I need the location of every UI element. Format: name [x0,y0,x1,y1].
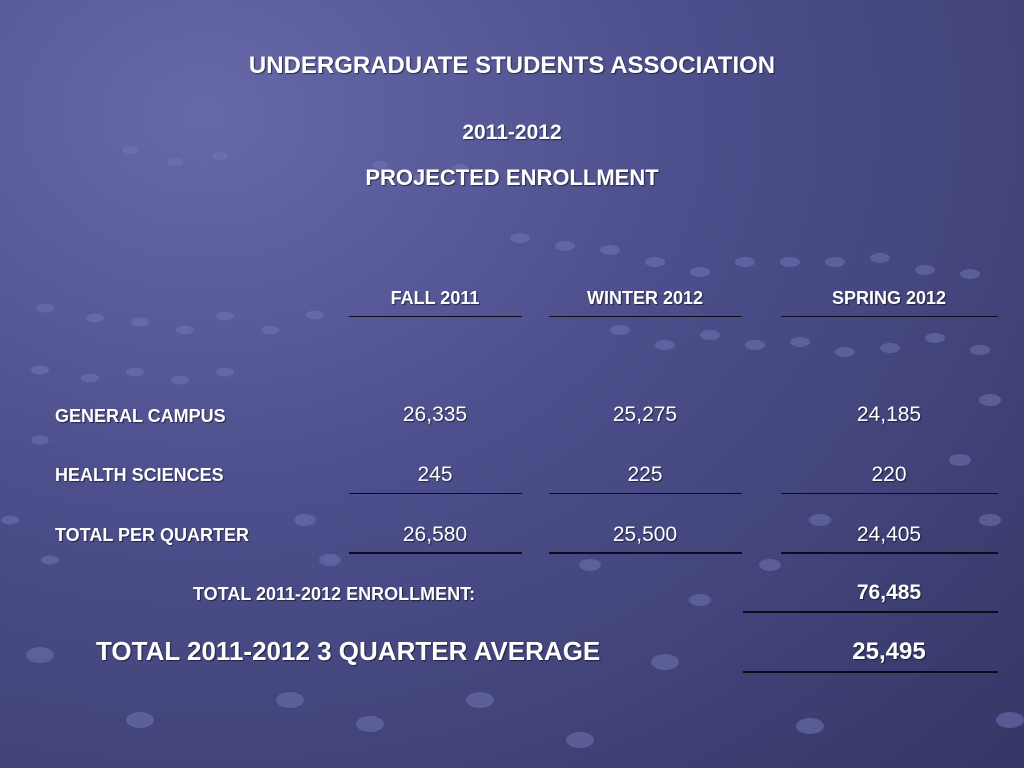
subtotal-rule-fall [349,493,522,494]
cell-general-winter: 25,275 [612,403,678,426]
subtotal-rule-spring [781,493,998,494]
column-header-winter: WINTER 2012 [586,288,704,308]
row-label-general-campus: GENERAL CAMPUS [55,406,226,426]
total-rule-spring [781,552,998,554]
header-rule-fall [349,316,522,317]
header-rule-spring [781,316,998,317]
cell-health-winter: 225 [627,463,663,486]
total-enrollment-label: TOTAL 2011-2012 ENROLLMENT: [193,584,476,604]
cell-general-fall: 26,335 [402,403,468,426]
total-enrollment-value: 76,485 [856,581,922,604]
average-value: 25,495 [852,638,926,665]
year-heading: 2011-2012 [462,121,562,144]
cell-health-fall: 245 [417,463,453,486]
cell-general-spring: 24,185 [856,403,922,426]
page-title: UNDERGRADUATE STUDENTS ASSOCIATION [248,52,776,79]
row-label-total-per-quarter: TOTAL PER QUARTER [55,525,250,545]
row-label-health-sciences: HEALTH SCIENCES [55,465,224,485]
cell-total-winter: 25,500 [612,523,678,546]
subtotal-rule-winter [549,493,742,494]
total-rule-fall [349,552,522,554]
average-label: TOTAL 2011-2012 3 QUARTER AVERAGE [96,636,601,666]
column-header-fall: FALL 2011 [390,288,480,308]
cell-total-fall: 26,580 [402,523,468,546]
total-rule-winter [549,552,742,554]
column-header-spring: SPRING 2012 [831,288,947,308]
cell-total-spring: 24,405 [856,523,922,546]
average-rule [743,671,998,673]
total-enrollment-rule [743,611,998,613]
cell-health-spring: 220 [871,463,907,486]
subtitle-heading: PROJECTED ENROLLMENT [365,165,659,190]
header-rule-winter [549,316,742,317]
